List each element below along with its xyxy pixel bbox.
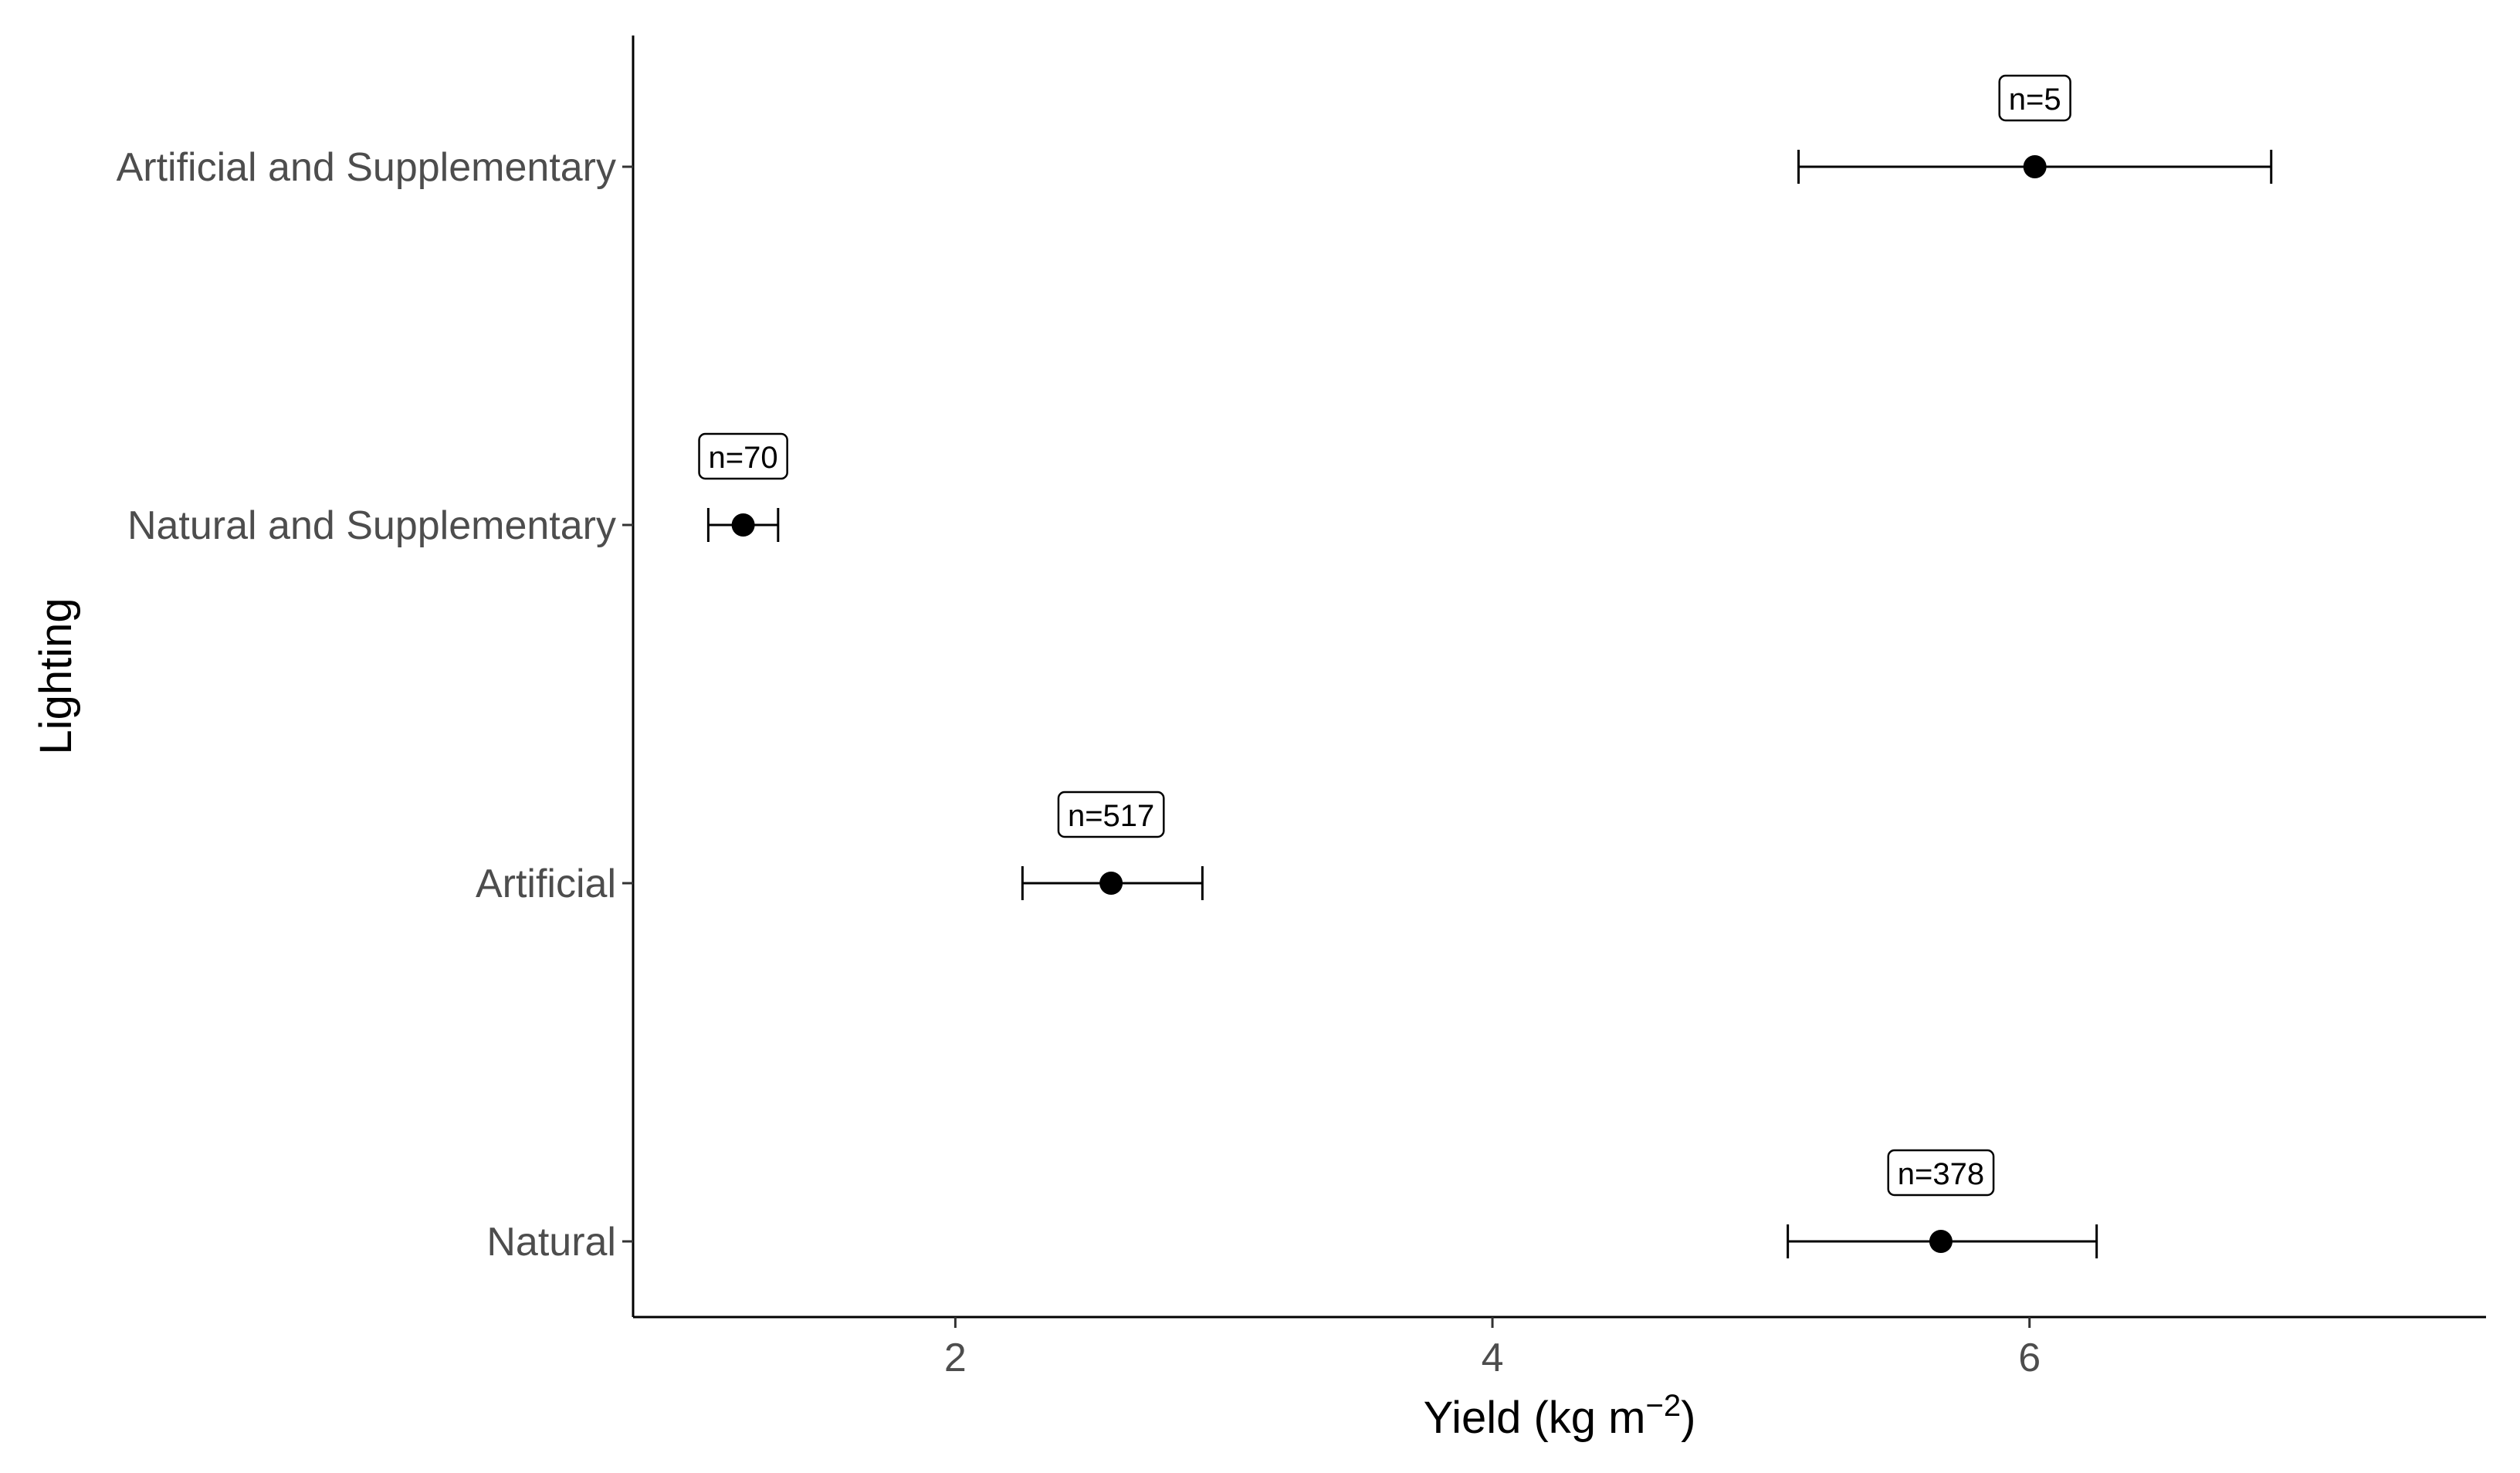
x-tick-label: 4: [1482, 1336, 1504, 1380]
n-label-box: [1057, 791, 1165, 838]
y-tick-label: Artificial and Supplementary: [117, 145, 616, 190]
y-tick-label: Natural and Supplementary: [127, 503, 616, 548]
n-label: n=517: [1068, 799, 1154, 833]
data-point: [2023, 155, 2047, 178]
y-tick-label: Artificial: [476, 862, 616, 906]
data-point: [731, 513, 755, 537]
data-point: [1929, 1230, 1953, 1253]
labels-layer: n=378 n=517 n=70 n=5: [698, 74, 2071, 1197]
x-axis-title-suffix: ): [1681, 1393, 1695, 1443]
n-label-box: [698, 432, 788, 480]
n-label: n=70: [709, 441, 778, 475]
y-axis-title: Lighting: [31, 598, 81, 754]
marks-layer: [706, 150, 2273, 1258]
x-axis-title-main: Yield (kg m: [1424, 1393, 1646, 1443]
ticks-layer: 2 4 6 Natural Artificial Natural and Suppleme…: [117, 145, 2041, 1380]
x-tick-label: 2: [944, 1336, 967, 1380]
n-label: n=378: [1898, 1157, 1984, 1191]
x-tick-label: 6: [2018, 1336, 2041, 1380]
x-axis-title-superscript: −2: [1646, 1389, 1682, 1423]
n-label-box: [1887, 1149, 1995, 1197]
n-label-box: [1998, 74, 2071, 122]
data-point: [1099, 872, 1123, 895]
n-label-group: n=378: [1887, 1149, 1995, 1197]
n-label-group: n=5: [1998, 74, 2071, 122]
x-axis-title: Yield (kg m−2): [1424, 1389, 1696, 1443]
axes-layer: [632, 36, 2486, 1319]
n-label-group: n=517: [1057, 791, 1165, 838]
y-tick-label: Natural: [486, 1220, 616, 1265]
n-label-group: n=70: [698, 432, 788, 480]
n-label: n=5: [2009, 83, 2061, 117]
